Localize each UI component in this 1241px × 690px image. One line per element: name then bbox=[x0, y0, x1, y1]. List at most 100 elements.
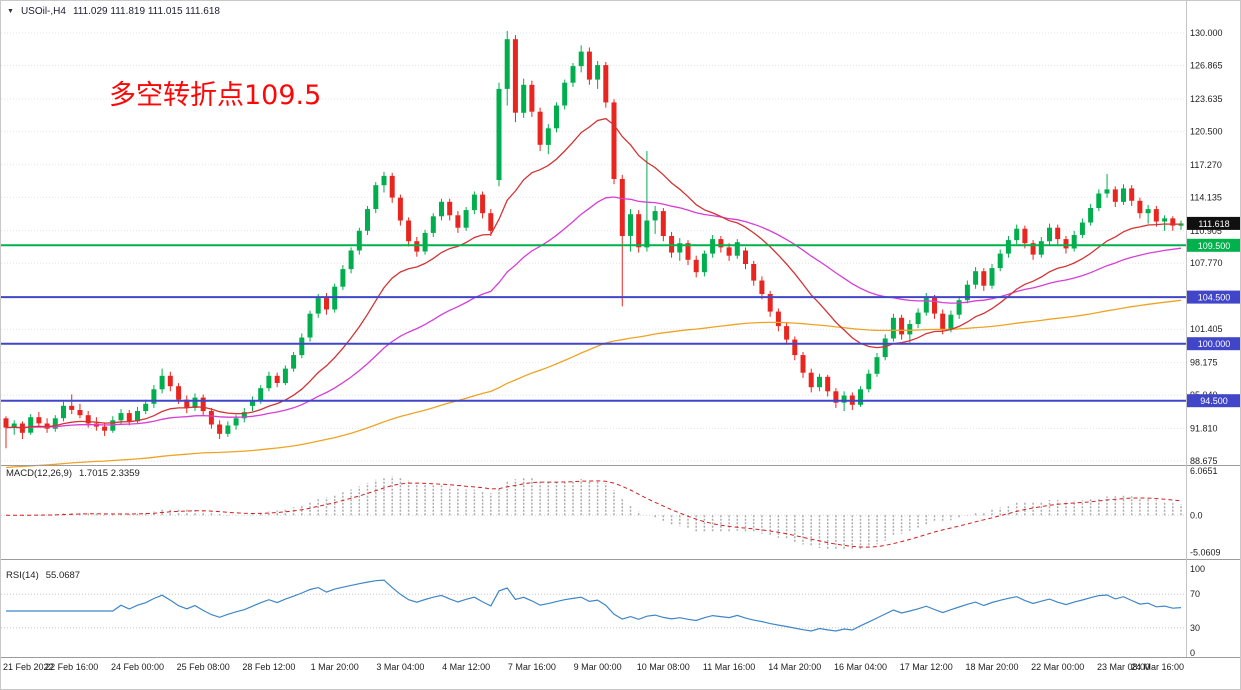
candle bbox=[1047, 223, 1052, 246]
rsi-tick-label: 30 bbox=[1190, 623, 1200, 633]
candle bbox=[250, 396, 255, 411]
candle bbox=[997, 249, 1003, 272]
svg-text:104.500: 104.500 bbox=[1198, 293, 1231, 303]
annotation-text[interactable]: 多空转折点109.5 bbox=[109, 80, 322, 111]
time-axis-label: 24 Mar 16:00 bbox=[1131, 662, 1184, 672]
candle bbox=[570, 63, 576, 87]
candle bbox=[430, 213, 436, 237]
svg-text:94.500: 94.500 bbox=[1200, 396, 1228, 406]
time-axis-label: 14 Mar 20:00 bbox=[768, 662, 821, 672]
candle bbox=[414, 237, 420, 257]
price-tick-label: 101.405 bbox=[1190, 324, 1223, 334]
candle bbox=[217, 420, 223, 439]
macd-tick-label: 0.0 bbox=[1190, 510, 1203, 520]
svg-text:109.500: 109.500 bbox=[1198, 241, 1231, 251]
price-tick-label: 126.865 bbox=[1190, 61, 1223, 71]
rsi-tick-label: 70 bbox=[1190, 589, 1200, 599]
candle bbox=[521, 78, 527, 118]
candle bbox=[381, 171, 387, 193]
candle bbox=[710, 235, 716, 258]
rsi-axis[interactable]: 100 70 30 0 bbox=[1190, 564, 1205, 658]
candle bbox=[1005, 236, 1011, 258]
macd-histogram bbox=[13, 476, 1182, 551]
candle bbox=[439, 198, 444, 221]
symbol-timeframe-label: USOil-,H4 bbox=[20, 6, 66, 17]
candle bbox=[660, 208, 666, 242]
candle bbox=[751, 260, 757, 286]
candle bbox=[512, 35, 518, 123]
time-axis-label: 25 Feb 08:00 bbox=[177, 662, 230, 672]
time-axis-label: 21 Feb 2022 bbox=[3, 662, 54, 672]
candle bbox=[677, 238, 683, 261]
price-badge: 111.618 bbox=[1187, 216, 1240, 230]
candle bbox=[143, 399, 149, 415]
time-axis-label: 10 Mar 08:00 bbox=[637, 662, 690, 672]
candle bbox=[562, 79, 568, 110]
candle bbox=[77, 403, 83, 419]
candle bbox=[36, 412, 42, 427]
candle bbox=[973, 267, 979, 289]
time-axis-label: 22 Mar 00:00 bbox=[1031, 662, 1084, 672]
candle bbox=[890, 313, 896, 342]
candle bbox=[644, 151, 650, 252]
candle bbox=[1137, 197, 1143, 219]
price-tick-label: 123.635 bbox=[1190, 94, 1223, 104]
candle bbox=[858, 386, 863, 407]
time-axis-label: 28 Feb 12:00 bbox=[242, 662, 295, 672]
candle bbox=[61, 401, 66, 422]
candle bbox=[595, 61, 601, 89]
candle bbox=[167, 371, 173, 392]
candle bbox=[1178, 220, 1184, 230]
candle bbox=[447, 198, 453, 221]
candle bbox=[44, 418, 50, 433]
candle bbox=[282, 365, 288, 386]
candle bbox=[907, 319, 913, 343]
price-tick-label: 107.770 bbox=[1190, 258, 1223, 268]
collapse-chart-icon[interactable]: ▼ bbox=[7, 8, 14, 15]
svg-text:111.618: 111.618 bbox=[1198, 219, 1229, 229]
time-axis-label: 16 Mar 04:00 bbox=[834, 662, 887, 672]
candle bbox=[775, 308, 781, 332]
macd-tick-label: 6.0651 bbox=[1190, 466, 1218, 476]
candle bbox=[373, 182, 379, 214]
candle bbox=[808, 368, 814, 393]
candle bbox=[488, 209, 494, 236]
time-axis-label: 4 Mar 12:00 bbox=[442, 662, 490, 672]
rsi-tick-label: 100 bbox=[1190, 564, 1205, 574]
candle bbox=[266, 371, 272, 392]
candle bbox=[19, 421, 25, 439]
candle bbox=[3, 416, 9, 449]
price-badge: 100.000 bbox=[1187, 337, 1240, 351]
candle bbox=[1129, 185, 1135, 206]
candle bbox=[159, 368, 165, 394]
rsi-tick-label: 0 bbox=[1190, 648, 1195, 658]
price-tick-label: 88.675 bbox=[1190, 456, 1218, 466]
candle bbox=[1121, 184, 1126, 205]
candle bbox=[899, 314, 905, 340]
candle bbox=[940, 309, 946, 335]
pane-dividers bbox=[1, 1, 1240, 658]
candle bbox=[389, 172, 395, 203]
candle bbox=[151, 385, 157, 408]
candle bbox=[603, 62, 609, 108]
candle bbox=[784, 322, 790, 345]
candle bbox=[307, 310, 313, 342]
candle bbox=[1014, 224, 1020, 245]
candle bbox=[734, 239, 740, 259]
candle bbox=[397, 194, 403, 226]
candle bbox=[291, 352, 297, 372]
candle bbox=[52, 415, 58, 432]
time-axis-label: 7 Mar 16:00 bbox=[508, 662, 556, 672]
macd-name: MACD(12,26,9) bbox=[6, 468, 72, 479]
candle bbox=[915, 308, 921, 329]
macd-indicator-label: MACD(12,26,9) 1.7015 2.3359 bbox=[6, 468, 140, 479]
time-axis-label: 1 Mar 20:00 bbox=[311, 662, 359, 672]
ma-line-ema-fast bbox=[5, 117, 1182, 429]
candle bbox=[69, 394, 75, 415]
candle bbox=[693, 255, 699, 278]
candle bbox=[455, 211, 461, 233]
macd-axis[interactable]: 6.0651 0.0 -5.0609 bbox=[1190, 466, 1221, 557]
candle bbox=[792, 336, 798, 361]
